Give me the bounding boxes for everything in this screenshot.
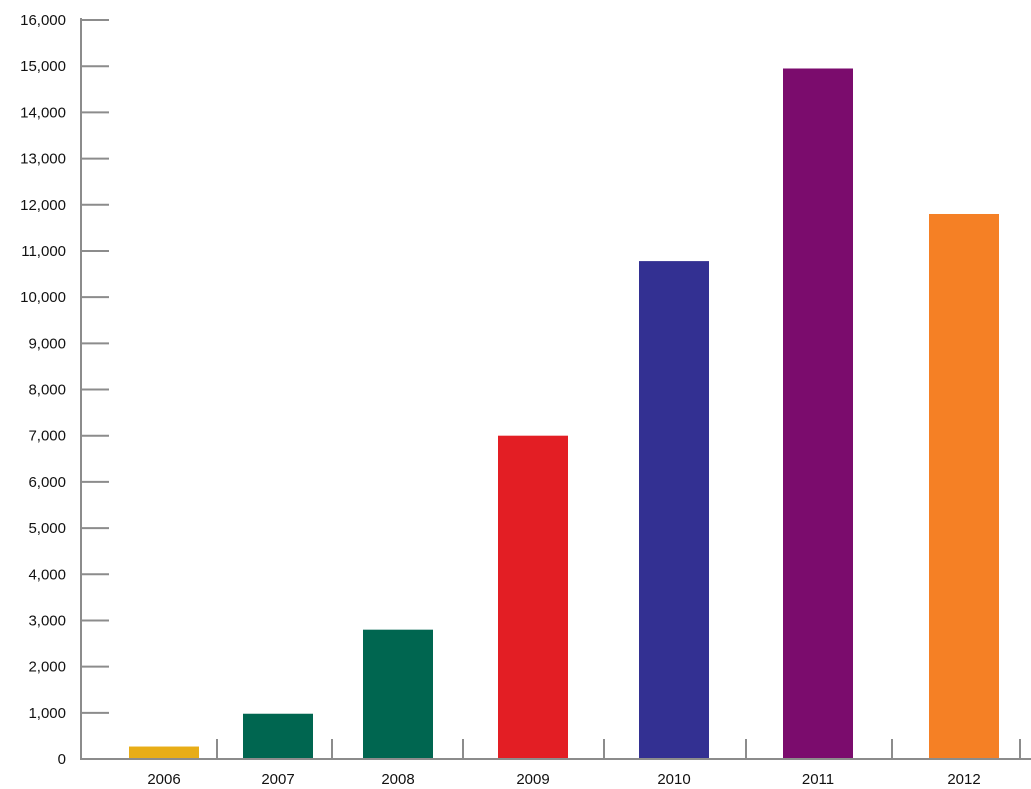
x-tick-label: 2006 — [147, 771, 180, 788]
y-tick-label: 4,000 — [28, 566, 66, 583]
bar-2011 — [783, 68, 853, 759]
y-tick-label: 0 — [58, 751, 66, 768]
bar-2009 — [498, 435, 568, 759]
x-tick-label: 2011 — [802, 771, 834, 788]
x-tick-label: 2008 — [381, 771, 414, 788]
bar-2008 — [363, 629, 433, 759]
bar-2010 — [639, 261, 709, 759]
y-tick-label: 11,000 — [21, 243, 66, 260]
y-tick-label: 1,000 — [28, 705, 66, 722]
y-tick-label: 2,000 — [28, 659, 66, 676]
y-tick-label: 16,000 — [20, 12, 66, 29]
bar-2006 — [129, 746, 199, 759]
y-tick-label: 10,000 — [20, 289, 66, 306]
y-axis-ticks: 0 1,000 2,000 3,000 4,000 5,000 6,000 7,000 8,00… — [20, 12, 109, 768]
x-tick-label: 2010 — [657, 771, 690, 788]
y-tick-label: 3,000 — [28, 612, 66, 629]
y-tick-label: 14,000 — [20, 104, 66, 121]
y-tick-label: 6,000 — [28, 474, 66, 491]
y-tick-label: 8,000 — [28, 382, 66, 399]
y-tick-label: 12,000 — [20, 197, 66, 214]
x-axis-ticks: 2006 2007 2008 2009 2010 2011 2012 — [80, 739, 1021, 788]
y-tick-label: 9,000 — [28, 335, 66, 352]
x-tick-label: 2012 — [947, 771, 980, 788]
y-tick-label: 5,000 — [28, 520, 66, 537]
bars — [129, 68, 999, 760]
y-tick-label: 13,000 — [20, 151, 66, 168]
bar-2012 — [929, 213, 999, 760]
x-tick-label: 2007 — [261, 771, 294, 788]
y-tick-label: 15,000 — [20, 58, 66, 75]
bar-2007 — [243, 713, 313, 759]
x-tick-label: 2009 — [516, 771, 549, 788]
y-tick-label: 7,000 — [28, 428, 66, 445]
